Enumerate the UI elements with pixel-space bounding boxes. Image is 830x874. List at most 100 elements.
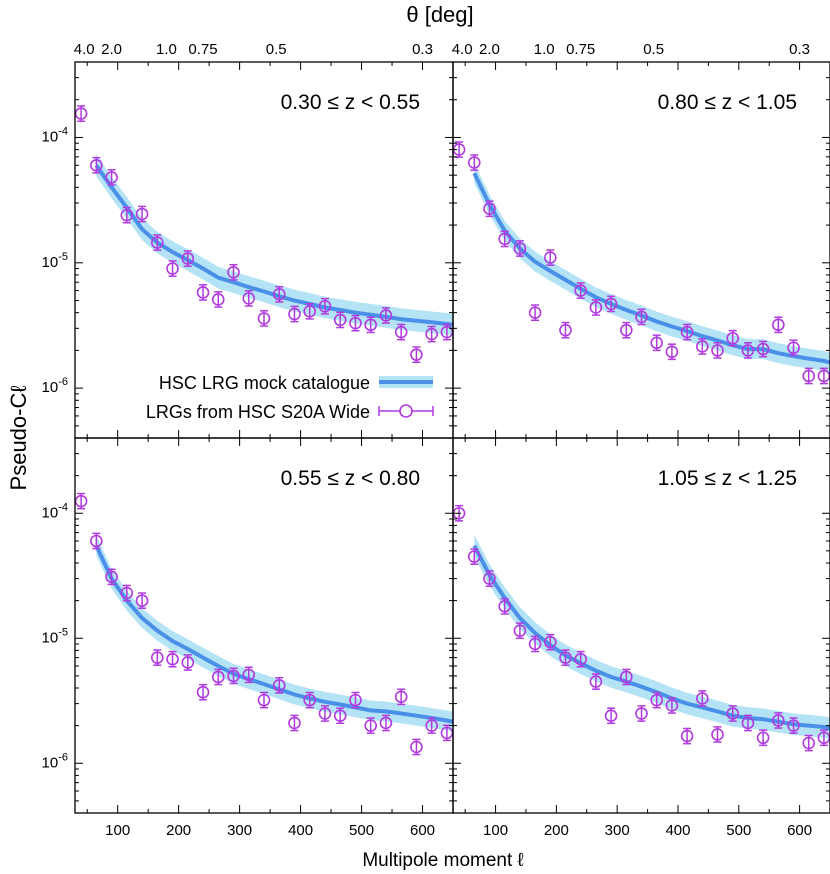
y-tick-label: 10-5 [42,251,68,271]
data-marker [665,699,679,712]
data-point [543,249,557,266]
data-marker [166,262,179,275]
data-point [425,717,438,734]
legend-data-label: LRGs from HSC S20A Wide [146,402,370,422]
data-marker [650,336,664,350]
data-marker [635,707,648,720]
data-marker [364,318,377,332]
data-marker [318,299,332,313]
data-point [604,707,618,725]
data-marker [242,292,256,305]
panel-frame [74,437,454,814]
data-point [379,307,393,324]
data-point [364,717,377,734]
data-marker [379,716,393,730]
data-marker [318,707,332,720]
data-point [196,683,210,701]
data-point [498,230,511,248]
x-tick-label: 600 [787,822,812,839]
data-point [741,342,755,359]
x-tick-label: 600 [410,822,435,839]
data-point [787,717,800,734]
y-tick-label: 10-6 [42,376,68,396]
data-marker [272,679,286,692]
data-marker [589,675,603,688]
data-point [394,323,408,341]
panel-top-left: 0.30 ≤ z < 0.55 10-4 10-5 10-6 4.0 2.0 1.0 0.75… [42,41,454,439]
data-point [227,667,240,685]
data-marker [105,171,118,184]
data-point [303,691,317,709]
model-uncertainty-band [96,535,453,732]
data-marker [211,293,225,306]
data-point [696,690,709,707]
data-marker [619,323,633,337]
data-point [635,705,648,722]
model-uncertainty-band [474,534,830,740]
data-marker [680,729,694,743]
data-marker [135,207,149,221]
data-marker [528,306,542,319]
data-marker [425,719,438,732]
data-point [665,343,679,361]
data-point [559,321,572,339]
data-point [105,568,118,586]
legend-data-marker [399,404,413,418]
data-marker [364,719,377,732]
top-tick-label: 0.5 [266,41,287,58]
data-point [318,297,332,315]
data-marker [151,651,164,664]
data-marker [120,586,134,600]
data-point [257,691,271,709]
data-point [105,169,118,186]
data-marker [513,624,527,637]
data-marker [90,158,103,172]
y-tick-label: 10-4 [42,501,68,521]
panel-top-right: 0.80 ≤ z < 1.05 4.0 2.0 1.0 0.75 0.5 0.3 [452,41,830,439]
x-tick-label: 100 [105,822,130,839]
data-marker [756,342,770,356]
panel-title: 0.55 ≤ z < 0.80 [281,467,420,490]
data-point [364,316,377,334]
data-point [574,282,587,299]
data-marker [227,265,240,279]
data-point [802,367,816,385]
model-line [472,172,830,365]
top-tick-label: 0.3 [789,41,810,58]
data-point [680,727,694,745]
data-marker [802,736,816,750]
data-marker [257,312,271,325]
panel-frame [452,437,830,814]
top-tick-label: 2.0 [479,41,500,58]
data-marker [772,714,785,727]
data-marker [741,344,755,357]
data-point [513,622,527,640]
x-tick-label: 200 [166,822,191,839]
data-marker [181,656,195,669]
data-marker [242,668,256,682]
data-point [135,592,149,609]
data-point [227,263,240,281]
panel-bottom-right: 1.05 ≤ z < 1.25 100 200 300 400 500 600 [452,437,830,839]
data-marker [467,550,481,563]
data-point [787,339,800,357]
data-marker [196,286,210,299]
data-point [559,649,572,666]
data-marker [543,635,557,649]
data-point [410,738,423,756]
panel-bottom-left: 0.55 ≤ z < 0.80 10-4 10-5 10-6 100 200 300 400 5… [42,437,454,839]
data-marker [665,345,679,359]
panel-frame [452,61,830,439]
x-tick-label: 400 [288,822,313,839]
data-marker [574,284,587,297]
data-point [151,649,164,666]
data-point [467,548,481,565]
top-tick-label: 0.75 [566,41,595,58]
data-marker [498,600,511,613]
data-point [349,314,362,332]
data-point [528,304,542,322]
data-marker [604,297,618,311]
data-marker [410,740,423,754]
data-point [272,677,286,694]
